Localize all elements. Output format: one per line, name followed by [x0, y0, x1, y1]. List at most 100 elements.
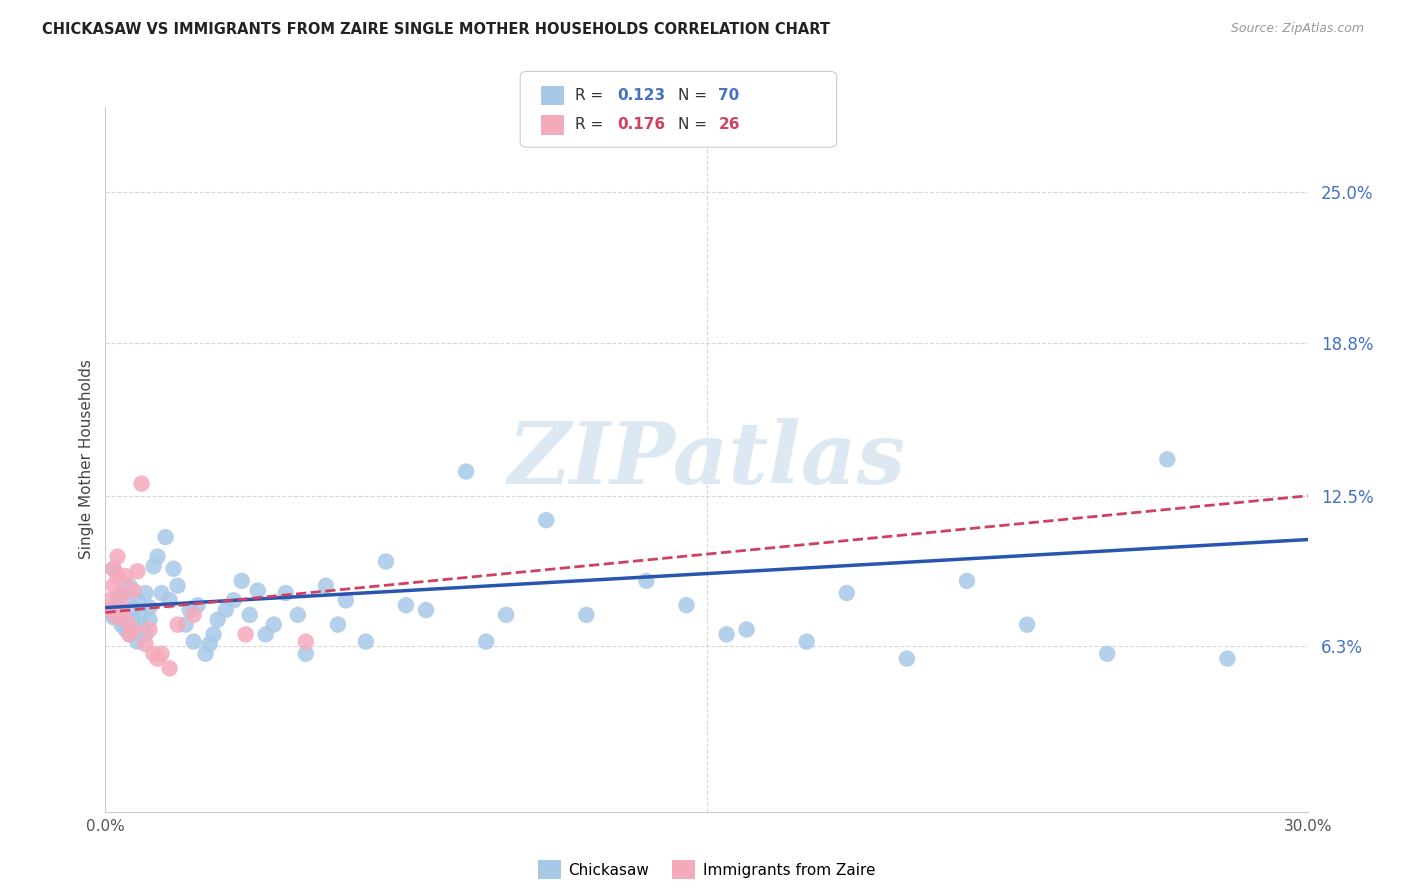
Point [315, 579, 337, 593]
Point [114, 586, 136, 600]
Point [103, 562, 125, 576]
Point [183, 607, 205, 622]
Point [239, 607, 262, 622]
Y-axis label: Single Mother Households: Single Mother Households [79, 359, 94, 559]
Text: 0.123: 0.123 [617, 88, 665, 103]
Point [636, 574, 658, 588]
Point [122, 613, 145, 627]
Point [127, 634, 149, 648]
Point [107, 569, 129, 583]
Text: R =: R = [575, 88, 609, 103]
Point [202, 627, 225, 641]
Point [454, 465, 477, 479]
Point [146, 651, 169, 665]
Point [110, 617, 132, 632]
Point [495, 607, 517, 622]
Point [235, 627, 257, 641]
Legend: Chickasaw, Immigrants from Zaire: Chickasaw, Immigrants from Zaire [531, 855, 882, 885]
Point [103, 562, 125, 576]
Point [122, 623, 145, 637]
Text: ZIPatlas: ZIPatlas [508, 417, 905, 501]
Point [146, 549, 169, 564]
Point [415, 603, 437, 617]
Point [138, 623, 160, 637]
Point [127, 564, 149, 578]
Point [187, 598, 209, 612]
Point [131, 623, 153, 637]
Text: CHICKASAW VS IMMIGRANTS FROM ZAIRE SINGLE MOTHER HOUSEHOLDS CORRELATION CHART: CHICKASAW VS IMMIGRANTS FROM ZAIRE SINGL… [42, 22, 830, 37]
Point [263, 617, 285, 632]
Point [150, 647, 173, 661]
Point [254, 627, 277, 641]
Point [956, 574, 979, 588]
Point [194, 647, 217, 661]
Text: 70: 70 [718, 88, 740, 103]
Point [198, 637, 221, 651]
Point [835, 586, 858, 600]
Point [122, 600, 145, 615]
Point [107, 610, 129, 624]
Point [107, 598, 129, 612]
Point [142, 647, 165, 661]
Point [103, 610, 125, 624]
Point [138, 613, 160, 627]
Point [159, 593, 181, 607]
Point [174, 617, 197, 632]
Point [207, 613, 229, 627]
Point [107, 549, 129, 564]
Point [114, 569, 136, 583]
Point [231, 574, 253, 588]
Point [138, 600, 160, 615]
Point [246, 583, 269, 598]
Point [1216, 651, 1239, 665]
Point [159, 661, 181, 675]
Point [222, 593, 245, 607]
Point [274, 586, 297, 600]
Point [179, 603, 201, 617]
Point [1017, 617, 1039, 632]
Point [110, 598, 132, 612]
Point [110, 603, 132, 617]
Point [118, 627, 141, 641]
Text: Source: ZipAtlas.com: Source: ZipAtlas.com [1230, 22, 1364, 36]
Point [896, 651, 918, 665]
Point [575, 607, 598, 622]
Point [1097, 647, 1119, 661]
Point [131, 476, 153, 491]
Text: 0.176: 0.176 [617, 118, 665, 132]
Point [374, 554, 398, 568]
Point [1156, 452, 1178, 467]
Text: N =: N = [678, 118, 711, 132]
Point [127, 593, 149, 607]
Point [675, 598, 697, 612]
Point [118, 627, 141, 641]
Point [162, 562, 184, 576]
Point [98, 603, 121, 617]
Point [107, 591, 129, 605]
Point [166, 617, 188, 632]
Text: 26: 26 [718, 118, 740, 132]
Text: N =: N = [678, 88, 711, 103]
Point [135, 637, 157, 651]
Point [354, 634, 377, 648]
Point [534, 513, 557, 527]
Point [114, 623, 136, 637]
Point [150, 586, 173, 600]
Point [131, 607, 153, 622]
Point [295, 647, 318, 661]
Point [135, 627, 157, 641]
Point [118, 579, 141, 593]
Point [735, 623, 758, 637]
Point [142, 559, 165, 574]
Point [114, 613, 136, 627]
Point [110, 586, 132, 600]
Point [796, 634, 818, 648]
Point [122, 583, 145, 598]
Point [98, 606, 121, 620]
Point [214, 603, 236, 617]
Point [98, 593, 121, 607]
Point [335, 593, 357, 607]
Point [135, 586, 157, 600]
Point [287, 607, 309, 622]
Point [103, 579, 125, 593]
